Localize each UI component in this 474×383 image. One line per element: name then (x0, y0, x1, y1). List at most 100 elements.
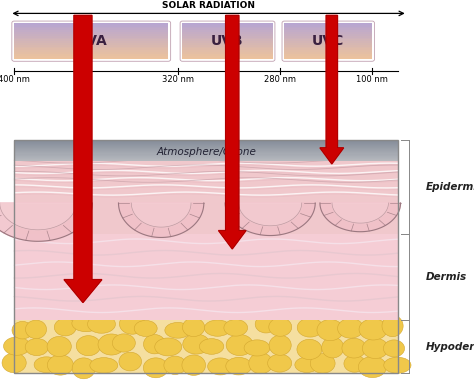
Ellipse shape (358, 357, 386, 378)
Ellipse shape (200, 339, 224, 354)
Bar (14, 155, 398, 157)
Bar (284, 32, 372, 34)
Ellipse shape (112, 334, 136, 352)
Ellipse shape (47, 355, 73, 375)
Polygon shape (219, 15, 246, 249)
Ellipse shape (26, 320, 46, 339)
Ellipse shape (165, 322, 191, 338)
Bar (182, 57, 273, 59)
Bar (14, 146, 398, 147)
Ellipse shape (55, 319, 76, 336)
Ellipse shape (204, 320, 231, 336)
Bar (182, 36, 273, 38)
Bar (14, 149, 398, 151)
Bar (14, 57, 168, 59)
Bar (14, 41, 168, 43)
Ellipse shape (119, 352, 142, 371)
Bar (14, 47, 168, 48)
Ellipse shape (88, 315, 116, 333)
Bar (284, 50, 372, 52)
Bar (14, 39, 168, 41)
Bar (284, 28, 372, 30)
Ellipse shape (224, 319, 247, 336)
Bar (182, 50, 273, 52)
Text: Hypodermis: Hypodermis (426, 342, 474, 352)
Ellipse shape (119, 314, 145, 334)
Ellipse shape (255, 315, 277, 333)
Ellipse shape (208, 358, 233, 375)
Bar (284, 41, 372, 43)
Bar (182, 47, 273, 48)
Ellipse shape (249, 353, 273, 374)
Polygon shape (0, 203, 92, 241)
Ellipse shape (384, 357, 411, 373)
Ellipse shape (164, 356, 186, 375)
Bar (14, 54, 168, 56)
Ellipse shape (295, 357, 319, 373)
Bar (14, 28, 168, 30)
Bar (14, 140, 398, 141)
Ellipse shape (382, 315, 403, 337)
Bar (182, 41, 273, 43)
Ellipse shape (3, 337, 30, 355)
Ellipse shape (144, 334, 165, 354)
Bar (14, 45, 168, 47)
Ellipse shape (34, 357, 59, 373)
Bar (182, 54, 273, 56)
Bar (14, 50, 168, 52)
Bar (284, 56, 372, 57)
Ellipse shape (76, 336, 100, 356)
Bar (284, 30, 372, 32)
Ellipse shape (98, 334, 125, 355)
Ellipse shape (344, 355, 365, 372)
Bar (14, 234, 398, 320)
Bar (14, 25, 168, 26)
Bar (14, 36, 168, 38)
Bar (14, 26, 168, 28)
Bar (182, 30, 273, 32)
Bar (14, 152, 398, 154)
Bar (14, 320, 398, 373)
Bar (284, 38, 372, 39)
Text: SOLAR RADIATION: SOLAR RADIATION (162, 1, 255, 10)
Bar (14, 48, 168, 50)
Bar (284, 25, 372, 26)
Ellipse shape (134, 321, 157, 337)
Ellipse shape (359, 319, 387, 340)
Ellipse shape (72, 358, 95, 379)
Bar (14, 145, 398, 146)
Bar (284, 39, 372, 41)
Polygon shape (64, 15, 102, 303)
Bar (182, 34, 273, 36)
Ellipse shape (2, 353, 26, 373)
Bar (14, 158, 398, 159)
Polygon shape (320, 15, 344, 164)
Bar (14, 161, 398, 234)
Ellipse shape (155, 338, 182, 356)
Ellipse shape (269, 335, 291, 355)
Polygon shape (225, 203, 315, 236)
Bar (182, 39, 273, 41)
Ellipse shape (362, 338, 388, 358)
Bar (14, 142, 398, 143)
Ellipse shape (90, 358, 118, 373)
Text: 280 nm: 280 nm (264, 75, 296, 84)
Bar (182, 45, 273, 47)
Bar (14, 144, 398, 145)
Bar (14, 30, 168, 32)
Polygon shape (320, 203, 401, 232)
Ellipse shape (317, 319, 344, 340)
Bar (14, 151, 398, 152)
Polygon shape (0, 203, 76, 230)
Bar (284, 47, 372, 48)
Ellipse shape (226, 357, 252, 375)
Polygon shape (332, 203, 388, 223)
Ellipse shape (297, 318, 323, 337)
Bar (14, 34, 168, 36)
Ellipse shape (322, 337, 344, 358)
Polygon shape (118, 203, 204, 237)
Ellipse shape (25, 339, 48, 356)
Ellipse shape (226, 334, 253, 355)
Bar (182, 32, 273, 34)
Ellipse shape (269, 318, 292, 336)
